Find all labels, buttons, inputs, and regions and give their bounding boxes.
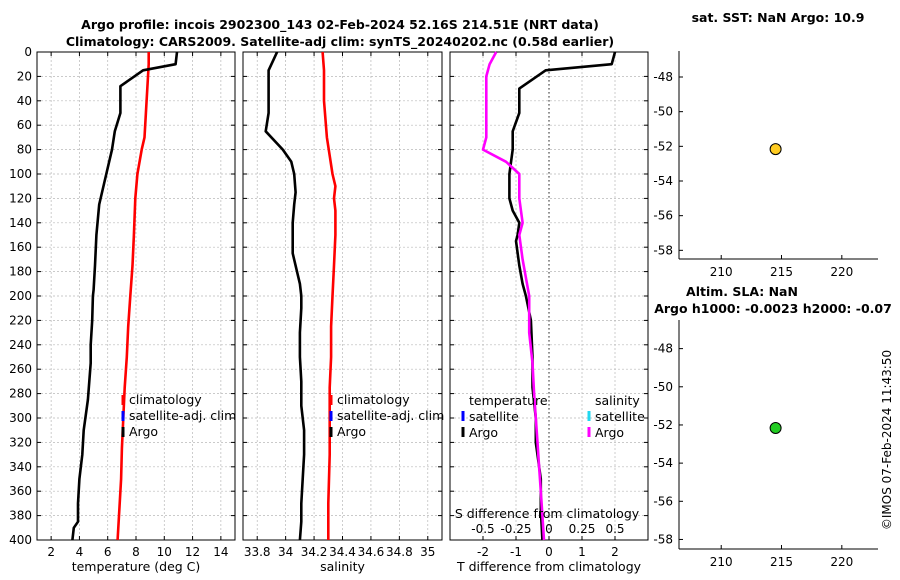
salinity-xtick-label: 34.6 <box>358 545 385 559</box>
temperature-legend-label: climatology <box>129 392 202 407</box>
salinity-legend-label: Argo <box>337 424 366 439</box>
sst-map-ytick-label: -48 <box>653 70 673 84</box>
sst-map-ytick-label: -54 <box>653 174 673 188</box>
differences-xtick-label: 0 <box>545 545 553 559</box>
temperature-xtick-label: 14 <box>213 545 228 559</box>
legend-label-sal-argo: Argo <box>595 425 624 440</box>
salinity-diff-tick-label: -0.5 <box>471 522 494 536</box>
temperature-xtick-label: 8 <box>132 545 140 559</box>
salinity-diff-tick-label: 0 <box>545 522 553 536</box>
sst-map-ytick-label: -52 <box>653 139 673 153</box>
sst-map-ytick-label: -50 <box>653 105 673 119</box>
sla-map-xtick-label: 210 <box>710 555 733 569</box>
sla-map-ytick-label: -54 <box>653 456 673 470</box>
differences-xtick-label: 1 <box>578 545 586 559</box>
figure-title-line1: Argo profile: incois 2902300_143 02-Feb-… <box>81 17 599 33</box>
temperature-ytick-label: 40 <box>17 94 32 108</box>
temperature-xtick-label: 10 <box>157 545 172 559</box>
temperature-legend-title: temperature <box>469 393 548 408</box>
salinity-legend-label: climatology <box>337 392 410 407</box>
temperature-ytick-label: 280 <box>9 387 32 401</box>
sla-map-ytick-label: -56 <box>653 494 673 508</box>
temperature-ytick-label: 380 <box>9 509 32 523</box>
differences-series-argo-salinity <box>481 51 546 541</box>
sst-map-ytick-label: -58 <box>653 243 673 257</box>
salinity-series-argo <box>264 51 306 541</box>
temperature-xtick-label: 2 <box>47 545 55 559</box>
salinity-xtick-label: 33.8 <box>244 545 271 559</box>
legend-label-temp-argo: Argo <box>469 425 498 440</box>
temperature-ytick-label: 220 <box>9 313 32 327</box>
sst-map-ytick-label: -56 <box>653 209 673 223</box>
differences-xtick-label: 2 <box>611 545 619 559</box>
legend-label-sal-satellite: satellite <box>595 409 645 424</box>
salinity-diff-tick-label: 0.25 <box>569 522 596 536</box>
sla-map-panel: -48 -50 -52 -54 -56 -58 210 215 220 Altim. SLA: N… <box>653 284 891 569</box>
salinity-diff-tick-label: -0.25 <box>500 522 531 536</box>
sla-map-title-2: Argo h1000: -0.0023 h2000: -0.07 <box>654 301 892 316</box>
temperature-legend-label: Argo <box>129 424 158 439</box>
temperature-ytick-label: 20 <box>17 69 32 83</box>
temperature-ytick-label: 60 <box>17 118 32 132</box>
sla-map-argo-point <box>769 422 782 435</box>
temperature-xtick-label: 12 <box>185 545 200 559</box>
temperature-ytick-label: 240 <box>9 338 32 352</box>
figure-title-line2: Climatology: CARS2009. Satellite-adj cli… <box>66 34 614 50</box>
salinity-xtick-label: 34.2 <box>301 545 328 559</box>
temperature-ytick-label: 200 <box>9 289 32 303</box>
temperature-ytick-label: 120 <box>9 191 32 205</box>
sst-map-xtick-label: 220 <box>830 265 853 279</box>
salinity-xtick-label: 34.4 <box>329 545 356 559</box>
temperature-ytick-label: 340 <box>9 460 32 474</box>
sla-map-xtick-label: 215 <box>770 555 793 569</box>
salinity-panel: 33.8 34 34.2 34.4 34.6 34.8 35 salinity climatol… <box>242 51 444 574</box>
salinity-legend-label: satellite-adj. clim <box>337 408 444 423</box>
sst-map-xtick-label: 215 <box>770 265 793 279</box>
sst-map-panel: -48 -50 -52 -54 -56 -58 210 215 220 sat. SST: NaN… <box>653 10 878 279</box>
temperature-xtick-label: 6 <box>104 545 112 559</box>
sla-map-xtick-label: 220 <box>830 555 853 569</box>
temperature-panel: 2 4 6 8 10 12 14020406080100120140160180200220… <box>9 45 236 574</box>
salinity-legend-title: salinity <box>595 393 640 408</box>
sla-map-ytick-label: -50 <box>653 380 673 394</box>
differences-panel: -2 -1 0 1 2T difference from climatology S di… <box>449 51 649 574</box>
sla-map-ytick-label: -48 <box>653 342 673 356</box>
temperature-legend-label: satellite-adj. clim <box>129 408 236 423</box>
temperature-series-argo <box>71 51 179 541</box>
imos-watermark: ©IMOS 07-Feb-2024 11:43:50 <box>880 350 894 530</box>
temperature-ytick-label: 140 <box>9 216 32 230</box>
temperature-ytick-label: 400 <box>9 533 32 547</box>
sst-map-xtick-label: 210 <box>710 265 733 279</box>
salinity-xtick-label: 35 <box>420 545 435 559</box>
differences-xlabel: T difference from climatology <box>456 559 642 574</box>
temperature-ytick-label: 180 <box>9 265 32 279</box>
sst-map-title: sat. SST: NaN Argo: 10.9 <box>692 10 865 25</box>
temperature-ytick-label: 320 <box>9 435 32 449</box>
salinity-xlabel: salinity <box>320 559 365 574</box>
temperature-ytick-label: 260 <box>9 362 32 376</box>
salinity-diff-tick-label: 0.5 <box>605 522 624 536</box>
salinity-xtick-label: 34 <box>278 545 293 559</box>
temperature-xtick-label: 4 <box>76 545 84 559</box>
sla-map-ytick-label: -58 <box>653 532 673 546</box>
temperature-ytick-label: 100 <box>9 167 32 181</box>
temperature-series-climatology <box>116 52 150 541</box>
temperature-xlabel: temperature (deg C) <box>72 559 201 574</box>
temperature-ytick-label: 80 <box>17 143 32 157</box>
sst-map-argo-point <box>769 143 782 156</box>
plots-layer: 2 4 6 8 10 12 14020406080100120140160180200220… <box>9 10 892 574</box>
sla-map-title: Altim. SLA: NaN <box>686 284 798 299</box>
temperature-ytick-label: 160 <box>9 240 32 254</box>
differences-xlabel2: S difference from climatology <box>455 506 640 521</box>
salinity-xtick-label: 34.8 <box>386 545 413 559</box>
temperature-ytick-label: 360 <box>9 484 32 498</box>
differences-xtick-label: -1 <box>510 545 522 559</box>
legend-label-temp-satellite: satellite <box>469 409 519 424</box>
temperature-ytick-label: 300 <box>9 411 32 425</box>
temperature-ytick-label: 0 <box>24 45 32 59</box>
differences-xtick-label: -2 <box>477 545 489 559</box>
sla-map-ytick-label: -52 <box>653 418 673 432</box>
